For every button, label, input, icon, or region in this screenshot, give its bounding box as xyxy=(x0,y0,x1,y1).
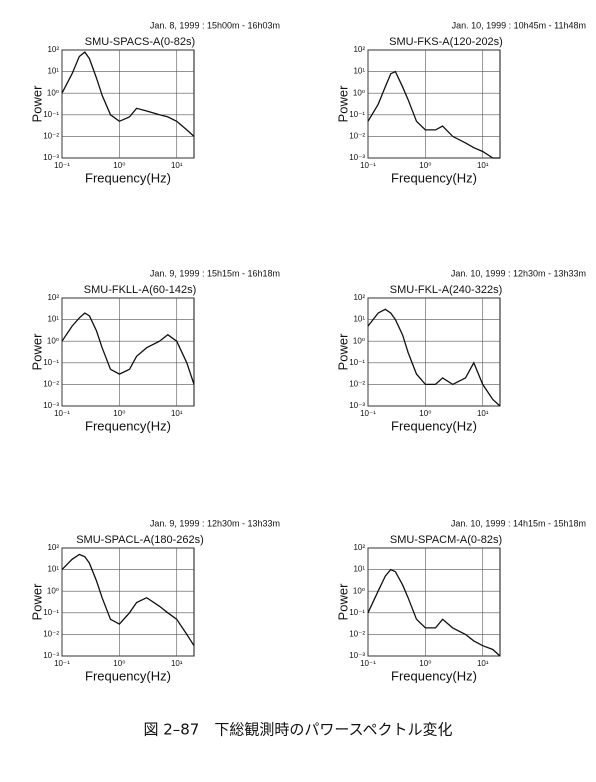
chart-subtitle: Jan. 10, 1999 : 14h15m - 15h18m xyxy=(451,518,586,528)
x-tick-label: 10¹ xyxy=(171,161,183,170)
x-axis-label: Frequency(Hz) xyxy=(391,668,477,683)
y-axis-label: Power xyxy=(29,583,44,621)
y-tick-label: 10⁻² xyxy=(349,380,365,389)
y-tick-label: 10¹ xyxy=(353,67,365,76)
x-tick-label: 10⁻¹ xyxy=(360,161,376,170)
x-tick-label: 10⁰ xyxy=(113,659,125,668)
x-tick-label: 10⁻¹ xyxy=(54,659,70,668)
y-tick-label: 10² xyxy=(47,543,59,552)
y-axis-label: Power xyxy=(335,85,350,123)
chart-title: SMU-SPACS-A(0-82s) xyxy=(85,36,195,48)
plot-area xyxy=(61,547,195,657)
caption: 図 2–87 下総観測時のパワースペクトル変化 xyxy=(143,721,452,739)
x-tick-label: 10¹ xyxy=(477,409,489,418)
spectrum-line xyxy=(367,568,501,657)
chart-subtitle: Jan. 9, 1999 : 15h15m - 16h18m xyxy=(150,268,280,278)
x-tick-label: 10⁰ xyxy=(419,161,431,170)
plot-area xyxy=(367,547,501,657)
y-axis-label: Power xyxy=(29,333,44,371)
y-tick-label: 10⁰ xyxy=(47,88,59,97)
y-tick-label: 10¹ xyxy=(353,315,365,324)
y-tick-label: 10⁻³ xyxy=(349,153,365,162)
y-tick-label: 10² xyxy=(353,45,365,54)
y-axis-label: Power xyxy=(335,333,350,371)
y-tick-label: 10⁻³ xyxy=(349,401,365,410)
chart-title: SMU-SPACM-A(0-82s) xyxy=(390,534,502,546)
y-tick-label: 10⁻² xyxy=(349,630,365,639)
chart-title: SMU-FKS-A(120-202s) xyxy=(389,36,503,48)
spectrum-line xyxy=(367,308,501,407)
plot-area xyxy=(367,49,501,159)
y-tick-label: 10⁻¹ xyxy=(43,608,59,617)
y-tick-label: 10⁻¹ xyxy=(349,110,365,119)
y-tick-label: 10⁻³ xyxy=(43,401,59,410)
y-tick-label: 10⁻³ xyxy=(43,651,59,660)
y-tick-label: 10⁰ xyxy=(47,586,59,595)
chart-subtitle: Jan. 10, 1999 : 10h45m - 11h48m xyxy=(452,20,586,30)
y-tick-label: 10⁰ xyxy=(47,336,59,345)
chart-title: SMU-SPACL-A(180-262s) xyxy=(76,534,204,546)
spectrum-line xyxy=(61,312,195,385)
y-tick-label: 10¹ xyxy=(47,565,59,574)
spectrum-line xyxy=(61,51,195,137)
x-tick-label: 10⁻¹ xyxy=(360,409,376,418)
y-tick-label: 10⁻² xyxy=(43,630,59,639)
x-tick-label: 10⁰ xyxy=(419,409,431,418)
y-axis-label: Power xyxy=(29,85,44,123)
x-tick-label: 10¹ xyxy=(171,659,183,668)
x-tick-label: 10¹ xyxy=(477,659,489,668)
chart-subtitle: Jan. 9, 1999 : 12h30m - 13h33m xyxy=(150,518,280,528)
x-tick-label: 10¹ xyxy=(171,409,183,418)
y-tick-label: 10¹ xyxy=(47,67,59,76)
y-tick-label: 10⁰ xyxy=(353,336,365,345)
x-tick-label: 10⁻¹ xyxy=(54,161,70,170)
y-tick-label: 10⁻¹ xyxy=(43,358,59,367)
y-tick-label: 10⁻² xyxy=(43,380,59,389)
y-tick-label: 10² xyxy=(353,293,365,302)
plot-area xyxy=(61,49,195,159)
plot-area xyxy=(367,297,501,407)
y-tick-label: 10⁰ xyxy=(353,586,365,595)
chart-title: SMU-FKLL-A(60-142s) xyxy=(84,284,196,296)
x-axis-label: Frequency(Hz) xyxy=(391,418,477,433)
chart-title: SMU-FKL-A(240-322s) xyxy=(390,284,502,296)
x-tick-label: 10⁰ xyxy=(113,161,125,170)
y-tick-label: 10⁻² xyxy=(43,132,59,141)
y-tick-label: 10¹ xyxy=(353,565,365,574)
x-axis-label: Frequency(Hz) xyxy=(85,170,171,185)
x-axis-label: Frequency(Hz) xyxy=(85,418,171,433)
x-axis-label: Frequency(Hz) xyxy=(85,668,171,683)
plot-area xyxy=(61,297,195,407)
y-tick-label: 10² xyxy=(47,45,59,54)
x-tick-label: 10⁻¹ xyxy=(54,409,70,418)
x-axis-label: Frequency(Hz) xyxy=(391,170,477,185)
y-tick-label: 10⁻³ xyxy=(349,651,365,660)
chart-subtitle: Jan. 10, 1999 : 12h30m - 13h33m xyxy=(451,268,586,278)
y-tick-label: 10² xyxy=(47,293,59,302)
chart-subtitle: Jan. 8, 1999 : 15h00m - 16h03m xyxy=(150,20,280,30)
y-axis-label: Power xyxy=(335,583,350,621)
y-tick-label: 10⁻¹ xyxy=(349,358,365,367)
y-tick-label: 10² xyxy=(353,543,365,552)
x-tick-label: 10⁰ xyxy=(113,409,125,418)
y-tick-label: 10⁻¹ xyxy=(349,608,365,617)
y-tick-label: 10⁻¹ xyxy=(43,110,59,119)
spectrum-line xyxy=(367,70,500,159)
x-tick-label: 10⁻¹ xyxy=(360,659,376,668)
x-tick-label: 10¹ xyxy=(477,161,489,170)
y-tick-label: 10⁻² xyxy=(349,132,365,141)
y-tick-label: 10⁰ xyxy=(353,88,365,97)
x-tick-label: 10⁰ xyxy=(419,659,431,668)
spectrum-line xyxy=(61,553,195,647)
y-tick-label: 10⁻³ xyxy=(43,153,59,162)
y-tick-label: 10¹ xyxy=(47,315,59,324)
